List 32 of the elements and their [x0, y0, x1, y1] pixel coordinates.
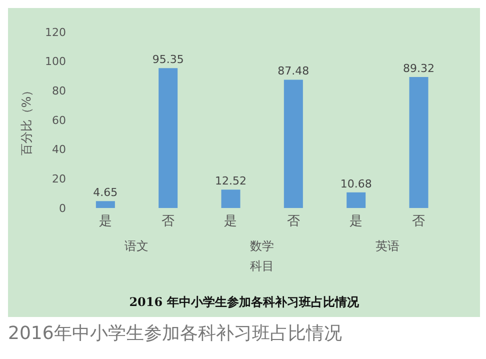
x-axis-title: 科目	[249, 258, 275, 275]
data-label: 87.48	[278, 64, 310, 78]
bar	[284, 80, 303, 208]
y-tick-label: 100	[45, 55, 66, 68]
data-label: 89.32	[403, 62, 435, 75]
data-label: 4.65	[93, 186, 118, 200]
x-tick-label: 否	[286, 214, 300, 230]
y-tick-label: 40	[52, 143, 66, 156]
text: 英语	[374, 238, 400, 255]
y-tick-label: 80	[52, 84, 66, 98]
text: 2016 年中小学生参加各科补习班占比情况	[128, 294, 360, 311]
bar	[346, 192, 366, 208]
data-label: 10.68	[340, 177, 372, 190]
bar	[96, 201, 115, 208]
y-tick-label: 0	[59, 202, 66, 215]
x-tick-label: 是	[98, 214, 112, 230]
y-tick-label: 120	[45, 26, 66, 39]
x-tick-label: 否	[162, 214, 174, 230]
y-axis-title: 百分比（%）	[19, 84, 34, 156]
bar	[158, 68, 178, 208]
text: 2016年中小学生参加各科补习班占比情况	[8, 322, 343, 345]
x-tick-label: 是	[350, 214, 362, 230]
bar	[409, 76, 428, 208]
x-tick-label: 否	[412, 214, 426, 230]
bar	[221, 190, 240, 208]
y-tick-label: 20	[52, 172, 66, 186]
x-tick-label: 是	[224, 214, 238, 230]
text: 数学	[249, 238, 275, 255]
text: 语文	[124, 238, 150, 255]
y-tick-label: 60	[52, 114, 66, 127]
data-label: 12.52	[215, 174, 247, 188]
data-label: 95.35	[152, 53, 184, 66]
